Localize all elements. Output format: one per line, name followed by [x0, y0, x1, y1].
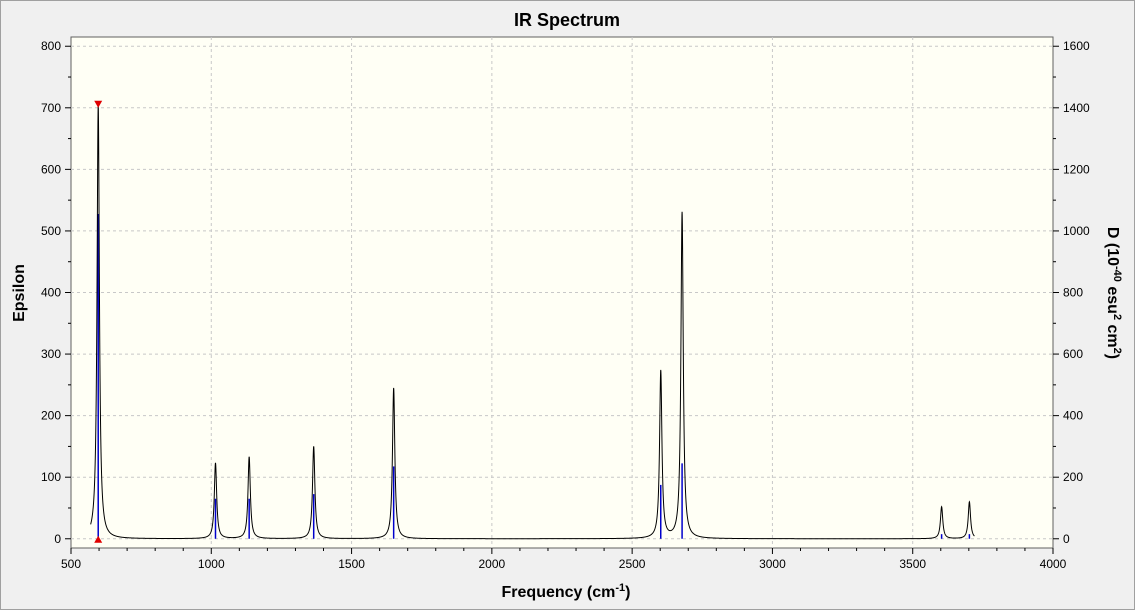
- y-axis-left-title: Epsilon: [11, 264, 28, 322]
- y-left-tick-label: 800: [41, 39, 61, 53]
- y-left-tick-label: 500: [41, 224, 61, 238]
- y-right-tick-label: 200: [1063, 470, 1083, 484]
- y-right-tick-label: 400: [1063, 409, 1083, 423]
- x-axis-title: Frequency (cm-1): [502, 582, 631, 601]
- x-tick-label: 1500: [338, 557, 365, 571]
- x-tick-label: 3500: [899, 557, 926, 571]
- x-tick-label: 2500: [619, 557, 646, 571]
- stick-spectrum: [97, 214, 971, 539]
- y-right-tick-label: 600: [1063, 347, 1083, 361]
- y-left-tick-label: 600: [41, 162, 61, 176]
- y-right-tick-label: 1000: [1063, 224, 1090, 238]
- peak-marker[interactable]: [94, 535, 103, 543]
- y-left-tick-label: 700: [41, 101, 61, 115]
- peak-marker[interactable]: [94, 100, 103, 108]
- y-left-tick-label: 300: [41, 347, 61, 361]
- y-right-tick-label: 1400: [1063, 101, 1090, 115]
- x-tick-label: 500: [61, 557, 81, 571]
- y-right-tick-label: 800: [1063, 286, 1083, 300]
- y-right-tick-label: 1600: [1063, 39, 1090, 53]
- x-tick-label: 1000: [198, 557, 225, 571]
- y-left-tick-label: 100: [41, 470, 61, 484]
- chart-title: IR Spectrum: [514, 10, 620, 30]
- ir-spectrum-line: [90, 104, 975, 540]
- peak-markers[interactable]: [94, 100, 103, 543]
- x-tick-label: 2000: [479, 557, 506, 571]
- y-right-tick-label: 0: [1063, 532, 1070, 546]
- y-left-tick-label: 200: [41, 409, 61, 423]
- x-tick-label: 3000: [759, 557, 786, 571]
- y-left-tick-label: 0: [54, 532, 61, 546]
- x-tick-label: 4000: [1040, 557, 1067, 571]
- y-right-tick-label: 1200: [1063, 162, 1090, 176]
- y-left-tick-label: 400: [41, 286, 61, 300]
- y-axis-right-title: D (10-40 esu2 cm2): [1104, 227, 1123, 359]
- axis-ticks: 500 1000 1500 2000 2500 3000 3500 4000010020030…: [41, 39, 1090, 571]
